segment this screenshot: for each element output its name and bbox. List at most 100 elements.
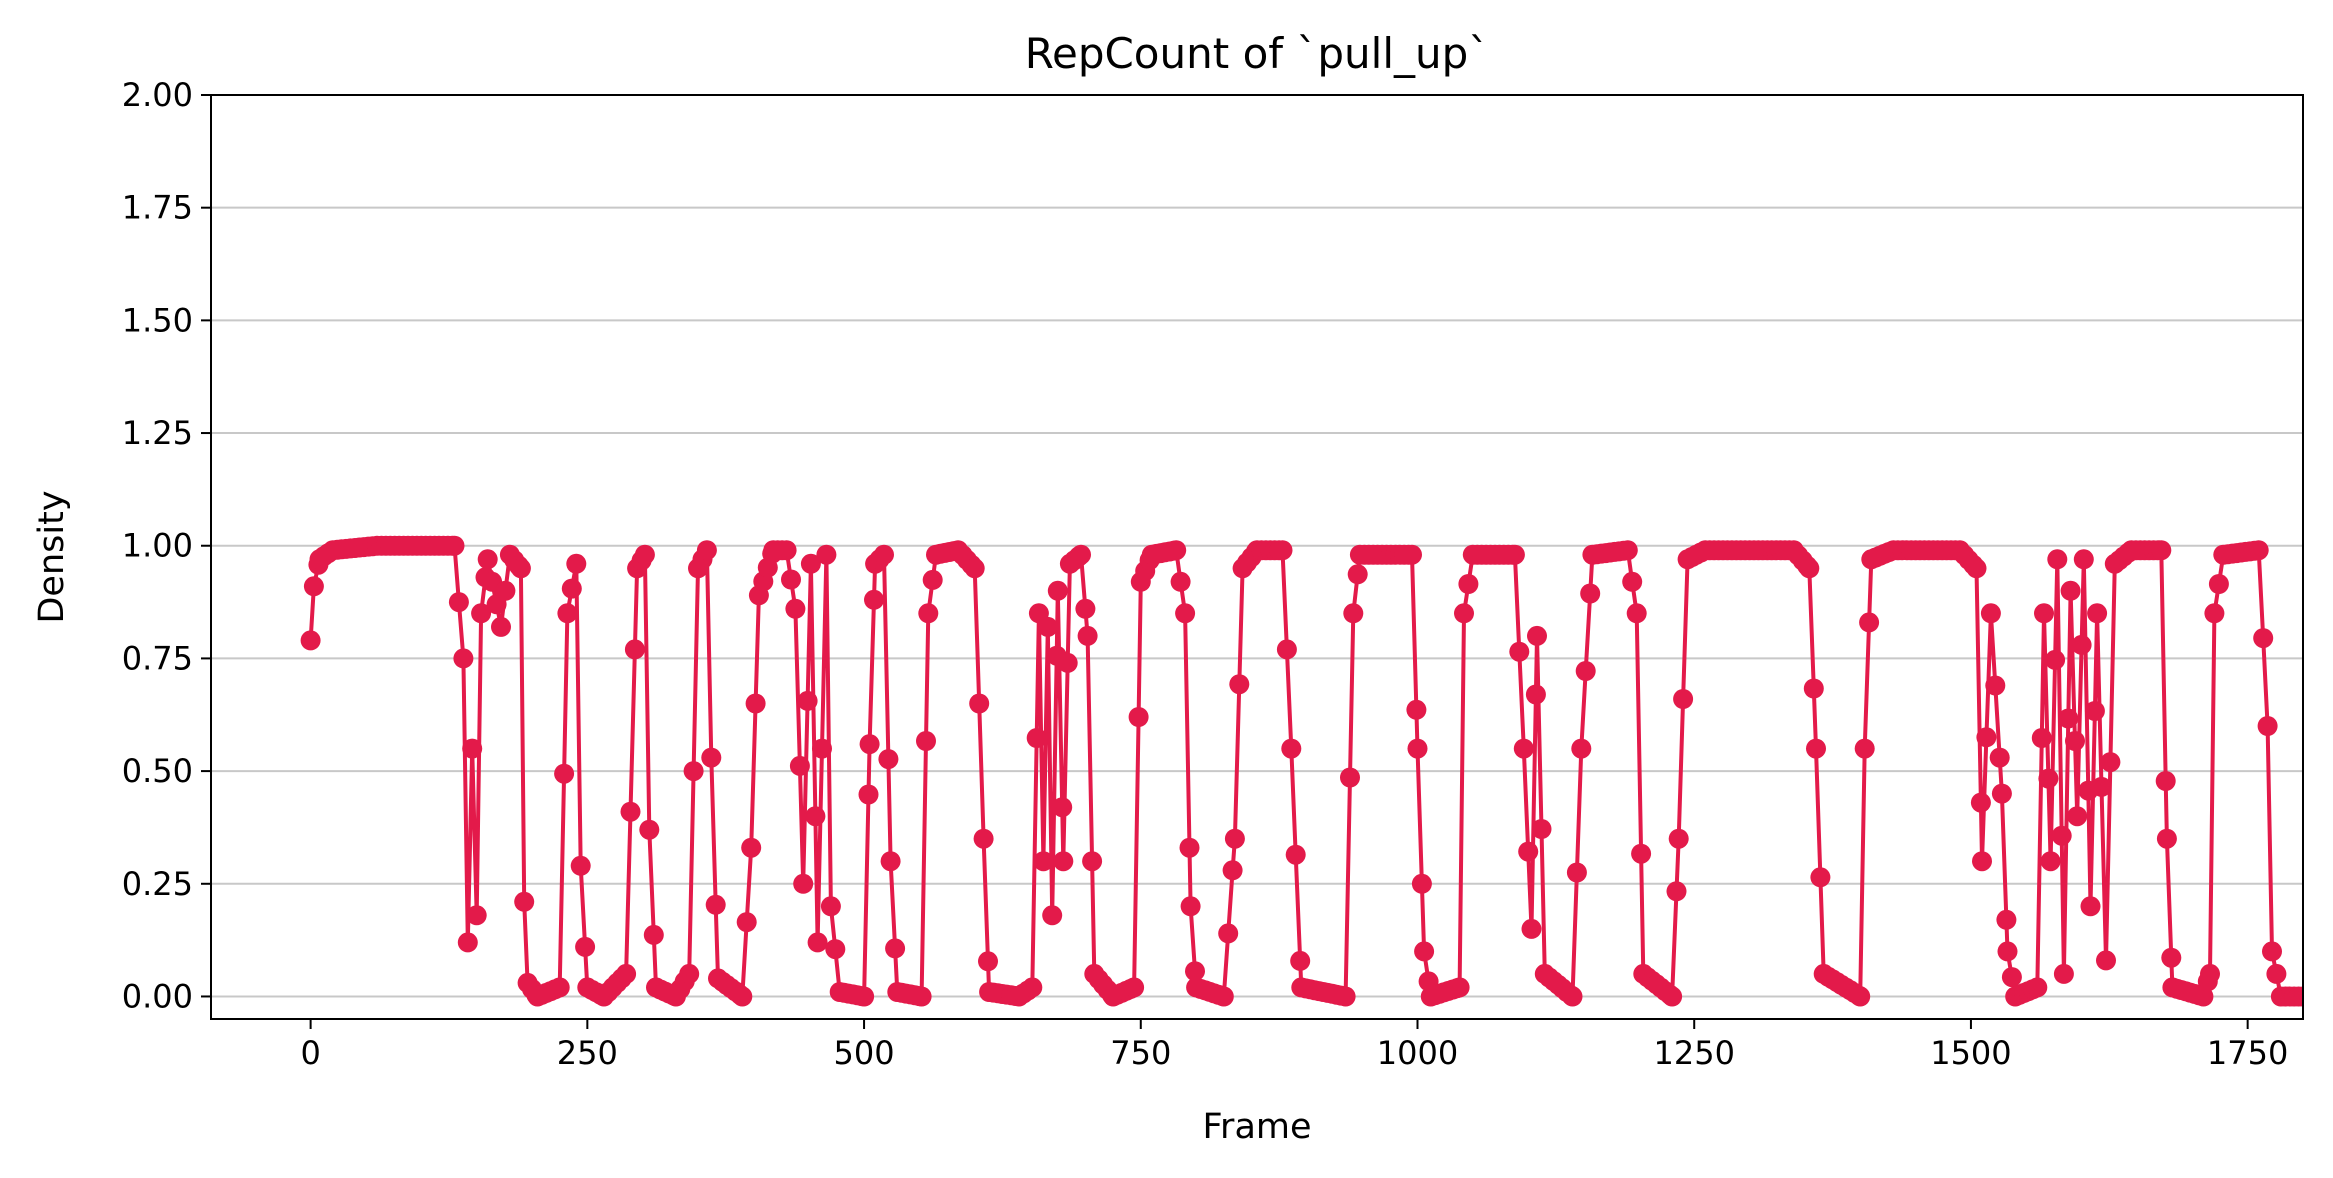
data-point — [885, 938, 906, 959]
data-point — [1180, 896, 1201, 917]
data-point — [1047, 580, 1068, 601]
data-point — [1631, 843, 1652, 864]
data-point — [616, 963, 637, 984]
data-point — [1580, 583, 1601, 604]
data-point — [816, 544, 837, 565]
data-point — [1972, 851, 1992, 872]
data-point — [491, 616, 511, 637]
data-point — [1997, 941, 2018, 962]
data-point — [1810, 867, 1831, 888]
y-tick-label: 0.00 — [122, 977, 193, 1015]
data-point — [916, 731, 936, 751]
data-point — [466, 905, 487, 926]
y-tick-label: 1.00 — [122, 527, 193, 565]
data-point — [1622, 571, 1643, 592]
data-point — [1575, 661, 1596, 681]
chart-title: RepCount of `pull_up` — [1025, 29, 1490, 78]
data-point — [624, 639, 645, 660]
x-axis-ticks: 0 250 500 750 1000 1250 1500 1750 — [300, 1019, 2288, 1072]
data-point — [1799, 558, 1820, 579]
x-tick-label: 1500 — [1930, 1034, 2011, 1072]
data-point — [620, 801, 641, 822]
data-point — [2065, 731, 2085, 751]
data-point — [1966, 558, 1987, 579]
data-point — [1989, 747, 2010, 768]
data-point — [2045, 649, 2066, 670]
data-point — [732, 986, 753, 1007]
data-point — [639, 819, 660, 840]
data-point — [1518, 841, 1539, 862]
data-point — [2156, 828, 2177, 849]
data-point — [973, 828, 994, 849]
data-point — [1513, 738, 1534, 759]
data-point — [557, 603, 578, 624]
data-point — [1571, 738, 1592, 759]
data-point — [2080, 896, 2101, 917]
data-point — [549, 977, 570, 998]
data-point — [634, 544, 655, 565]
data-point — [964, 558, 985, 579]
data-point — [1082, 851, 1103, 872]
data-point — [1996, 909, 2017, 930]
data-point — [1053, 851, 1074, 872]
data-point — [1617, 540, 1638, 561]
data-point — [1850, 986, 1871, 1007]
data-point — [789, 755, 810, 776]
data-point — [793, 873, 814, 894]
data-point — [2208, 574, 2229, 594]
data-point — [864, 589, 884, 610]
data-point — [825, 939, 846, 960]
data-point — [1504, 544, 1525, 565]
data-point — [1033, 851, 1054, 872]
data-point — [679, 963, 700, 984]
data-point — [1281, 738, 1302, 759]
data-point — [2091, 776, 2112, 797]
data-point — [575, 936, 596, 957]
x-tick-label: 750 — [1110, 1034, 1171, 1072]
data-point — [807, 932, 828, 953]
data-point — [1666, 881, 1687, 902]
data-point — [1347, 564, 1368, 585]
data-point — [1037, 616, 1058, 637]
data-point — [1854, 738, 1875, 759]
y-axis-ticks: 0.00 0.25 0.50 0.75 1.00 1.25 1.50 1.75 2.00 — [122, 76, 211, 1015]
data-point — [1406, 699, 1427, 720]
data-point — [2293, 986, 2303, 1007]
data-point — [969, 693, 990, 714]
data-point — [448, 592, 469, 613]
data-point — [510, 558, 531, 579]
data-point — [477, 549, 498, 570]
data-point — [918, 603, 939, 624]
data-point — [2193, 986, 2214, 1007]
data-point — [462, 738, 483, 759]
x-tick-label: 0 — [300, 1034, 320, 1072]
data-point — [1166, 540, 1187, 561]
data-point — [1991, 783, 2012, 804]
x-tick-label: 1750 — [2207, 1034, 2288, 1072]
data-point — [1976, 727, 1997, 748]
data-point — [1343, 603, 1364, 624]
data-point — [2248, 540, 2269, 561]
data-point — [1525, 684, 1546, 705]
data-point — [495, 580, 516, 601]
data-point — [2096, 950, 2116, 971]
data-point — [2034, 603, 2054, 624]
data-point — [1531, 819, 1552, 839]
data-point — [1402, 544, 1422, 565]
data-point — [1414, 941, 1435, 962]
data-point — [2040, 851, 2061, 872]
series-clip-group — [300, 535, 2303, 1007]
data-point — [1222, 860, 1243, 881]
data-point — [2200, 963, 2220, 984]
x-tick-label: 1250 — [1653, 1034, 1734, 1072]
data-point — [566, 553, 587, 574]
data-point — [683, 761, 704, 782]
data-point — [2151, 540, 2172, 561]
data-point — [705, 894, 726, 915]
data-point — [1509, 641, 1530, 662]
y-tick-label: 0.25 — [122, 865, 193, 903]
data-point — [858, 784, 879, 805]
data-point — [2155, 771, 2176, 791]
